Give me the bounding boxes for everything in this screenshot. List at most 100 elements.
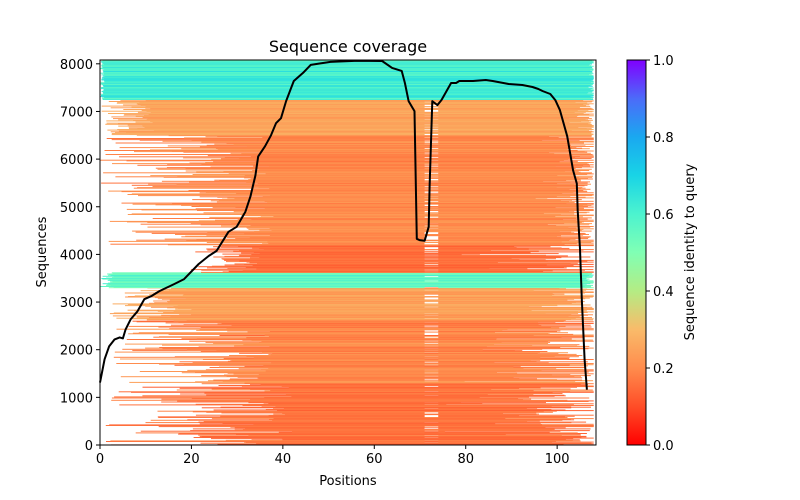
coverage-bar xyxy=(282,439,580,441)
coverage-bar xyxy=(103,86,589,88)
coverage-bar xyxy=(129,381,586,383)
coverage-bar xyxy=(256,443,594,445)
coverage-bar xyxy=(150,108,593,110)
coverage-bar xyxy=(179,313,572,315)
coverage-bar xyxy=(101,88,593,90)
coverage-bar xyxy=(273,417,506,419)
coverage-bar xyxy=(438,305,542,307)
coverage-bar xyxy=(265,409,552,410)
coverage-bar xyxy=(103,78,594,80)
coverage-bar xyxy=(114,396,529,398)
coverage-bar xyxy=(124,113,594,115)
coverage-bar xyxy=(211,159,568,161)
coverage-bar xyxy=(275,406,552,408)
coverage-bar xyxy=(181,337,497,339)
colorbar-tick-label: 0.8 xyxy=(653,131,674,146)
coverage-bar xyxy=(128,333,425,335)
coverage-bar xyxy=(103,67,593,68)
coverage-bar xyxy=(248,210,425,212)
coverage-bar xyxy=(217,148,568,150)
coverage-bar xyxy=(217,443,564,445)
coverage-bar xyxy=(438,236,590,238)
coverage-bar xyxy=(438,179,581,181)
coverage-bar xyxy=(438,264,547,266)
coverage-bar xyxy=(123,114,579,116)
coverage-bar xyxy=(116,102,588,104)
coverage-bar xyxy=(264,334,425,336)
coverage-bar xyxy=(438,286,592,288)
coverage-bar xyxy=(136,103,594,105)
coverage-bar xyxy=(169,289,425,291)
coverage-bar xyxy=(118,125,425,127)
coverage-bar xyxy=(438,177,579,179)
coverage-bar xyxy=(226,327,560,329)
coverage-bar xyxy=(106,277,587,279)
coverage-bar xyxy=(175,234,589,235)
coverage-bar xyxy=(201,269,586,271)
coverage-bar xyxy=(438,201,569,203)
coverage-bar xyxy=(438,297,584,299)
coverage-bar xyxy=(438,171,581,173)
coverage-bar xyxy=(281,386,425,388)
colorbar-tick-label: 1.0 xyxy=(653,54,674,69)
coverage-bar xyxy=(253,165,425,167)
coverage-bar xyxy=(108,190,587,192)
coverage-bar xyxy=(438,236,591,238)
x-tick-label: 100 xyxy=(545,452,570,467)
coverage-bar xyxy=(102,283,591,285)
coverage-bar xyxy=(438,334,594,336)
coverage-bar xyxy=(132,203,588,205)
coverage-bar xyxy=(238,368,557,370)
coverage-bar xyxy=(438,189,570,191)
coverage-bar xyxy=(438,154,593,155)
coverage-bar xyxy=(169,299,568,301)
coverage-bar xyxy=(103,88,591,90)
colorbar-tick-label: 0.4 xyxy=(653,285,674,300)
x-tick-label: 40 xyxy=(275,452,292,467)
coverage-bar xyxy=(114,351,540,353)
coverage-bar xyxy=(167,301,585,303)
coverage-bar xyxy=(438,228,594,230)
coverage-bar xyxy=(438,289,587,291)
coverage-bar xyxy=(107,275,590,277)
coverage-bar xyxy=(235,206,594,208)
coverage-bar xyxy=(101,79,594,80)
coverage-bar xyxy=(100,68,593,70)
coverage-bar xyxy=(238,255,568,257)
coverage-bar xyxy=(438,275,593,277)
y-axis: 0 1000 2000 3000 4000 5000 6000 7000 8000 xyxy=(60,58,100,454)
coverage-bar xyxy=(161,398,532,400)
coverage-bar xyxy=(167,244,594,246)
coverage-bar xyxy=(260,216,583,218)
colorbar-tick-label: 0.2 xyxy=(653,362,674,377)
coverage-bar xyxy=(178,433,581,435)
coverage-bar xyxy=(438,208,594,210)
coverage-bar xyxy=(104,80,594,82)
y-tick-label: 2000 xyxy=(60,344,93,359)
coverage-bar xyxy=(438,251,594,253)
coverage-bar xyxy=(246,355,425,357)
coverage-bar xyxy=(150,112,575,114)
coverage-bar xyxy=(438,414,594,416)
coverage-bar xyxy=(217,135,550,137)
coverage-bar xyxy=(233,250,539,252)
coverage-bar xyxy=(235,238,425,239)
coverage-bar xyxy=(110,107,425,109)
coverage-bar xyxy=(190,222,565,224)
coverage-bar xyxy=(183,157,425,159)
coverage-bar xyxy=(102,90,594,92)
coverage-bar xyxy=(438,337,585,339)
coverage-bar xyxy=(183,324,539,326)
coverage-bar xyxy=(223,171,579,173)
coverage-bar xyxy=(438,204,592,206)
coverage-bar xyxy=(438,413,503,414)
coverage-bar xyxy=(259,253,559,255)
coverage-bar xyxy=(131,106,425,108)
coverage-bar xyxy=(134,151,585,153)
colorbar xyxy=(626,59,647,446)
coverage-bar xyxy=(164,238,425,240)
coverage-bar xyxy=(118,391,571,393)
coverage-bar xyxy=(438,111,593,113)
coverage-bar xyxy=(269,228,425,230)
coverage-bar xyxy=(105,154,425,155)
